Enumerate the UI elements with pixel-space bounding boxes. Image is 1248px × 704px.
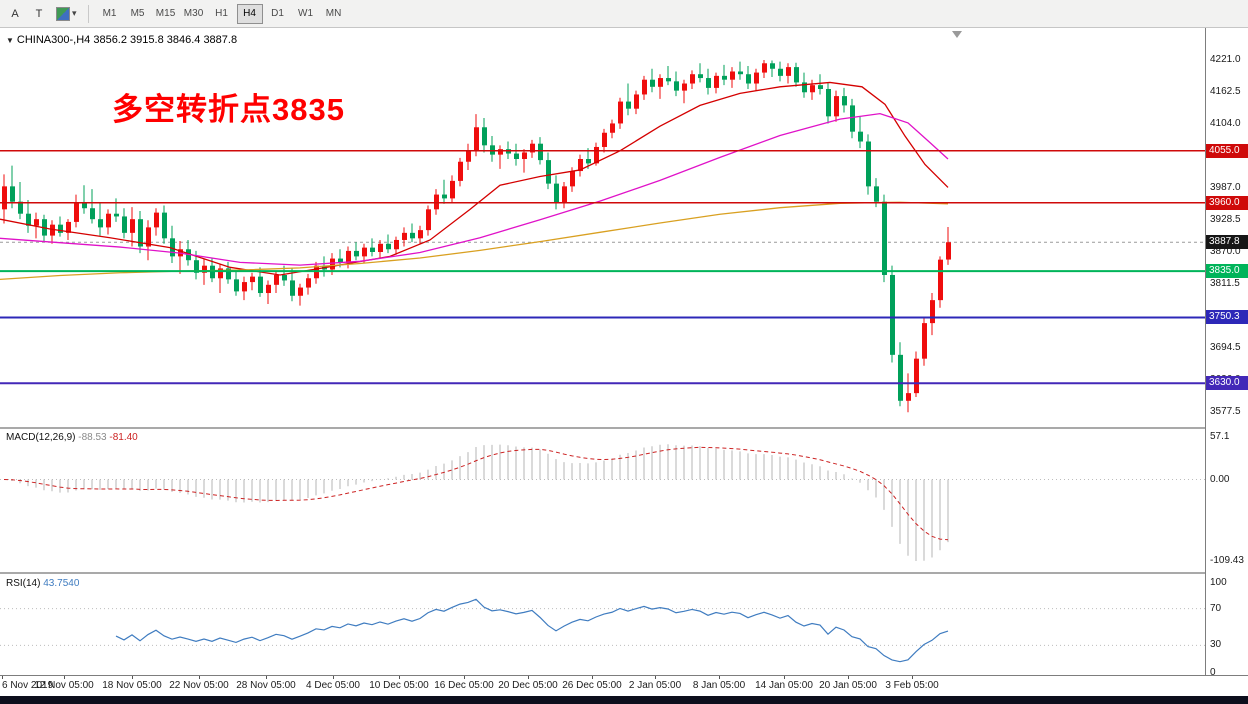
price-badge-3960: 3960.0 xyxy=(1206,195,1248,210)
rsi-axis-tick: 30 xyxy=(1210,639,1222,651)
price-tick: 4162.5 xyxy=(1210,86,1241,97)
toolbar: A T ▾ M1 M5 M15 M30 H1 H4 D1 W1 MN xyxy=(0,0,1248,28)
time-tick xyxy=(464,676,465,679)
price-tick: 3694.5 xyxy=(1210,342,1241,353)
candles-group xyxy=(2,60,951,413)
macd-axis-tick: 0.00 xyxy=(1210,473,1230,485)
time-tick xyxy=(266,676,267,679)
time-tick xyxy=(912,676,913,679)
timeframe-group: M1 M5 M15 M30 H1 H4 D1 W1 MN xyxy=(96,3,348,24)
chart-shift-marker-icon xyxy=(952,31,962,38)
time-tick xyxy=(199,676,200,679)
time-label: 18 Nov 05:00 xyxy=(102,680,162,691)
symbol-ohlc-label: ▼ CHINA300-,H4 3856.2 3915.8 3846.4 3887.… xyxy=(6,34,237,46)
symbol-ohlc-text: CHINA300-,H4 3856.2 3915.8 3846.4 3887.8 xyxy=(16,34,238,46)
rsi-axis-tick: 100 xyxy=(1210,577,1227,588)
rsi-axis-tick: 70 xyxy=(1210,602,1222,614)
time-tick xyxy=(592,676,593,679)
price-badge-3630: 3630.0 xyxy=(1206,376,1248,391)
price-badge-4055: 4055.0 xyxy=(1206,143,1248,158)
price-tick: 3811.5 xyxy=(1210,278,1240,289)
price-tick: 3870.0 xyxy=(1210,246,1241,257)
rsi-value: 43.7540 xyxy=(43,578,80,589)
main-price-pane[interactable] xyxy=(0,29,1205,427)
timeframe-button-w1[interactable]: W1 xyxy=(293,4,319,24)
rsi-line xyxy=(115,598,949,663)
macd-pane[interactable] xyxy=(0,430,1205,572)
macd-main-value: -88.53 xyxy=(78,432,107,443)
time-tick xyxy=(655,676,656,679)
price-badge-3835: 3835.0 xyxy=(1206,264,1248,279)
time-tick xyxy=(333,676,334,679)
time-axis[interactable]: 6 Nov 2019 12 Nov 05:00 18 Nov 05:00 22 Nov… xyxy=(0,675,1248,696)
macd-axis-tick: -109.43 xyxy=(1210,554,1244,566)
macd-name: MACD(12,26,9) xyxy=(6,432,76,443)
time-label: 6 Nov 2019 xyxy=(2,680,54,691)
time-label: 8 Jan 05:00 xyxy=(692,680,746,691)
price-axis[interactable]: 4221.04162.54104.04045.53987.03928.53870… xyxy=(1205,28,1248,678)
timeframe-button-m1[interactable]: M1 xyxy=(97,4,123,24)
rsi-pane[interactable] xyxy=(0,576,1205,674)
time-label: 2 Jan 05:00 xyxy=(628,680,682,691)
time-label: 22 Nov 05:00 xyxy=(169,680,229,691)
annotation-text[interactable]: 多空转折点3835 xyxy=(112,92,345,127)
time-label: 28 Nov 05:00 xyxy=(236,680,296,691)
timeframe-button-mn[interactable]: MN xyxy=(321,4,347,24)
macd-signal-value: -81.40 xyxy=(109,432,138,443)
time-label: 20 Dec 05:00 xyxy=(498,680,558,691)
time-label: 10 Dec 05:00 xyxy=(369,680,429,691)
pane-separator[interactable] xyxy=(0,427,1248,429)
price-badge-3750.3: 3750.3 xyxy=(1206,310,1248,325)
time-label: 4 Dec 05:00 xyxy=(306,680,360,691)
timeframe-button-h1[interactable]: H1 xyxy=(209,4,235,24)
time-label: 20 Jan 05:00 xyxy=(819,680,877,691)
rsi-label: RSI(14) 43.7540 xyxy=(6,578,79,589)
rsi-name: RSI(14) xyxy=(6,578,41,589)
time-tick xyxy=(528,676,529,679)
arrow-tool-button[interactable]: A xyxy=(4,3,26,24)
drawing-tool-icon xyxy=(56,6,70,21)
price-tick: 4104.0 xyxy=(1210,118,1241,129)
timeframe-button-d1[interactable]: D1 xyxy=(265,4,291,24)
price-tick: 3928.5 xyxy=(1210,214,1241,225)
toolbar-divider xyxy=(87,4,89,23)
time-label: 12 Nov 05:00 xyxy=(34,680,94,691)
drawing-tool-dropdown-button[interactable]: ▾ xyxy=(52,3,81,24)
price-badge-3887.8: 3887.8 xyxy=(1206,235,1248,250)
rsi-axis-tick: 0 xyxy=(1210,667,1216,678)
symbol-caret-icon: ▼ xyxy=(6,36,14,45)
time-label: 14 Jan 05:00 xyxy=(755,680,813,691)
macd-histogram xyxy=(11,444,949,561)
macd-axis-tick: 57.1 xyxy=(1210,431,1230,442)
timeframe-button-m5[interactable]: M5 xyxy=(125,4,151,24)
macd-signal-line xyxy=(3,446,949,541)
ma-mid-line[interactable] xyxy=(0,112,949,266)
pane-separator[interactable] xyxy=(0,572,1248,574)
chevron-down-icon: ▾ xyxy=(72,8,77,18)
price-tick: 4221.0 xyxy=(1210,54,1241,65)
timeframe-button-h4[interactable]: H4 xyxy=(236,3,263,24)
ma-fast-line[interactable] xyxy=(0,81,949,276)
time-tick xyxy=(2,676,3,679)
price-tick: 3987.0 xyxy=(1210,182,1241,193)
timeframe-button-m15[interactable]: M15 xyxy=(153,4,179,24)
time-label: 26 Dec 05:00 xyxy=(562,680,622,691)
bottom-tabs-strip[interactable] xyxy=(0,696,1248,704)
time-tick xyxy=(719,676,720,679)
macd-label: MACD(12,26,9) -88.53 -81.40 xyxy=(6,432,138,443)
price-tick: 3577.5 xyxy=(1210,406,1241,417)
time-tick xyxy=(784,676,785,679)
text-tool-button[interactable]: T xyxy=(28,3,50,24)
time-tick xyxy=(64,676,65,679)
time-label: 3 Feb 05:00 xyxy=(885,680,939,691)
time-tick xyxy=(848,676,849,679)
time-tick xyxy=(132,676,133,679)
timeframe-button-m30[interactable]: M30 xyxy=(181,4,207,24)
time-tick xyxy=(399,676,400,679)
time-label: 16 Dec 05:00 xyxy=(434,680,494,691)
